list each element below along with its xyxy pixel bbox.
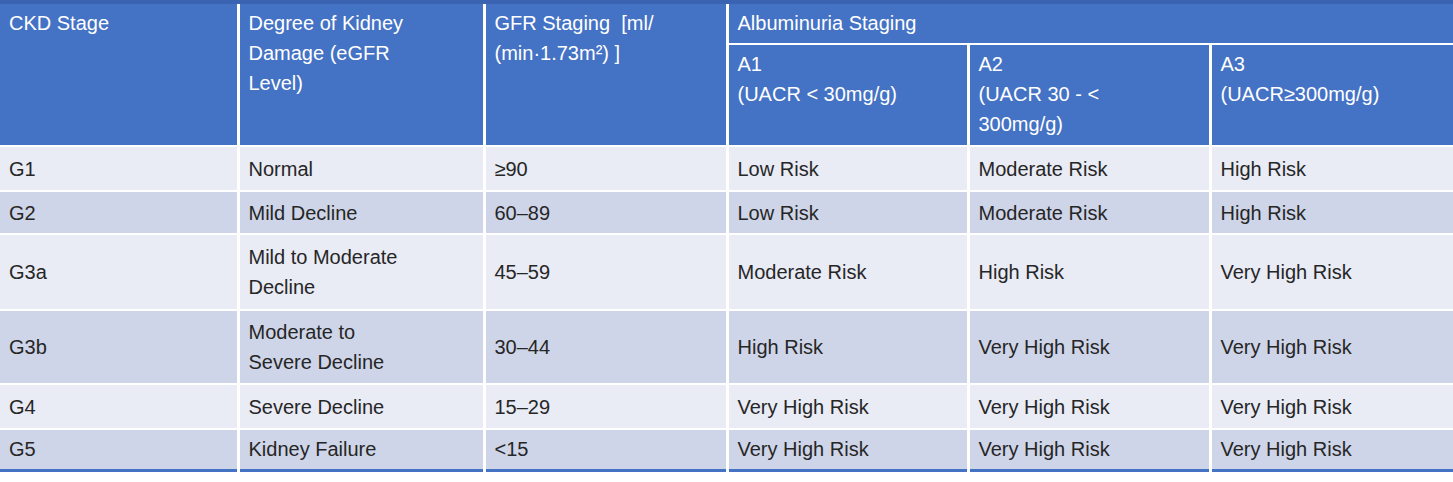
- cell-gfr: 60–89: [484, 191, 727, 234]
- cell-a2-risk: Very High Risk: [968, 429, 1210, 470]
- cell-a3-risk: Very High Risk: [1210, 234, 1453, 310]
- cell-stage: G3a: [0, 234, 238, 310]
- cell-a3-risk: Very High Risk: [1210, 310, 1453, 384]
- cell-a2-risk: Moderate Risk: [968, 191, 1210, 234]
- cell-a1-risk: Very High Risk: [727, 429, 968, 470]
- cell-gfr: 45–59: [484, 234, 727, 310]
- cell-degree: Mild Decline: [238, 191, 484, 234]
- cell-a3-risk: High Risk: [1210, 191, 1453, 234]
- cell-degree: Mild to Moderate Decline: [238, 234, 484, 310]
- cell-a3-risk: High Risk: [1210, 146, 1453, 191]
- cell-a3-risk: Very High Risk: [1210, 384, 1453, 429]
- table-row-g2: G2 Mild Decline 60–89 Low Risk Moderate …: [0, 191, 1453, 234]
- cell-stage: G4: [0, 384, 238, 429]
- table-row-g5: G5 Kidney Failure <15 Very High Risk Ver…: [0, 429, 1453, 470]
- cell-degree: Kidney Failure: [238, 429, 484, 470]
- ckd-staging-table-page: CKD Stage Degree of Kidney Damage (eGFR …: [0, 0, 1453, 482]
- cell-a2-risk: Very High Risk: [968, 384, 1210, 429]
- cell-gfr: 30–44: [484, 310, 727, 384]
- header-kidney-damage: Degree of Kidney Damage (eGFR Level): [238, 2, 484, 146]
- cell-gfr: 15–29: [484, 384, 727, 429]
- cell-gfr: ≥90: [484, 146, 727, 191]
- cell-stage: G5: [0, 429, 238, 470]
- cell-stage: G2: [0, 191, 238, 234]
- cell-gfr: <15: [484, 429, 727, 470]
- cell-a2-risk: High Risk: [968, 234, 1210, 310]
- ckd-staging-table: CKD Stage Degree of Kidney Damage (eGFR …: [0, 0, 1453, 472]
- cell-a3-risk: Very High Risk: [1210, 429, 1453, 470]
- header-gfr-staging: GFR Staging [ml/ (min·1.73m²) ]: [484, 2, 727, 146]
- cell-stage: G1: [0, 146, 238, 191]
- cell-degree: Normal: [238, 146, 484, 191]
- header-a2: A2 (UACR 30 - < 300mg/g): [968, 44, 1210, 146]
- table-row-g3b: G3b Moderate to Severe Decline 30–44 Hig…: [0, 310, 1453, 384]
- cell-a1-risk: Very High Risk: [727, 384, 968, 429]
- cell-stage: G3b: [0, 310, 238, 384]
- header-ckd-stage: CKD Stage: [0, 2, 238, 146]
- header-albuminuria-staging: Albuminuria Staging: [727, 2, 1453, 44]
- table-row-g1: G1 Normal ≥90 Low Risk Moderate Risk Hig…: [0, 146, 1453, 191]
- cell-degree: Severe Decline: [238, 384, 484, 429]
- cell-degree: Moderate to Severe Decline: [238, 310, 484, 384]
- table-row-g4: G4 Severe Decline 15–29 Very High Risk V…: [0, 384, 1453, 429]
- header-a1: A1 (UACR < 30mg/g): [727, 44, 968, 146]
- header-row-group: CKD Stage Degree of Kidney Damage (eGFR …: [0, 2, 1453, 44]
- cell-a2-risk: Very High Risk: [968, 310, 1210, 384]
- cell-a1-risk: High Risk: [727, 310, 968, 384]
- table-row-g3a: G3a Mild to Moderate Decline 45–59 Moder…: [0, 234, 1453, 310]
- cell-a2-risk: Moderate Risk: [968, 146, 1210, 191]
- cell-a1-risk: Low Risk: [727, 146, 968, 191]
- cell-a1-risk: Moderate Risk: [727, 234, 968, 310]
- cell-a1-risk: Low Risk: [727, 191, 968, 234]
- header-a3: A3 (UACR≥300mg/g): [1210, 44, 1453, 146]
